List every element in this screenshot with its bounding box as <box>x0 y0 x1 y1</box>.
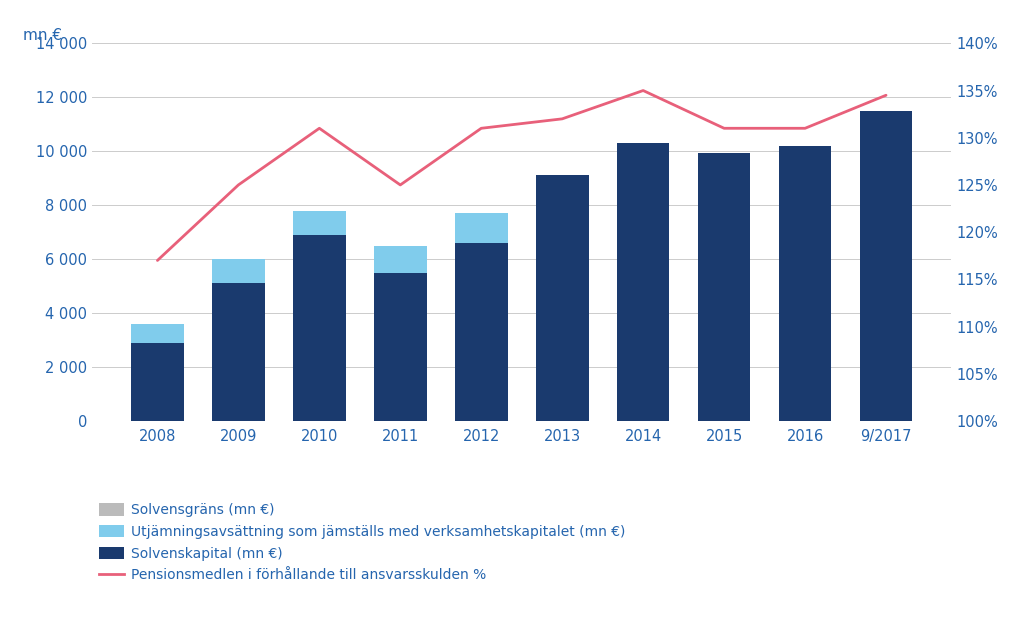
Bar <box>212 259 265 284</box>
Bar <box>374 246 427 272</box>
Bar <box>212 284 265 421</box>
Bar <box>293 210 346 235</box>
Bar <box>859 111 913 421</box>
Bar <box>455 243 507 421</box>
Bar <box>131 375 184 421</box>
Bar <box>455 343 507 421</box>
Bar <box>293 235 346 421</box>
Bar <box>374 272 427 421</box>
Bar <box>536 175 588 421</box>
Bar <box>293 345 346 421</box>
Bar <box>212 351 265 421</box>
Bar <box>698 280 751 421</box>
Bar <box>779 146 832 421</box>
Bar <box>617 297 669 421</box>
Bar <box>698 152 751 421</box>
Bar <box>131 343 184 421</box>
Bar <box>536 324 588 421</box>
Bar <box>455 213 507 243</box>
Bar <box>859 264 913 421</box>
Bar <box>374 345 427 421</box>
Bar <box>617 143 669 421</box>
Bar <box>779 275 832 421</box>
Legend: Solvensgräns (mn €), Utjämningsavsättning som jämställs med verksamhetskapitalet: Solvensgräns (mn €), Utjämningsavsättnin… <box>99 503 625 582</box>
Text: mn €: mn € <box>23 28 61 43</box>
Bar <box>131 324 184 343</box>
